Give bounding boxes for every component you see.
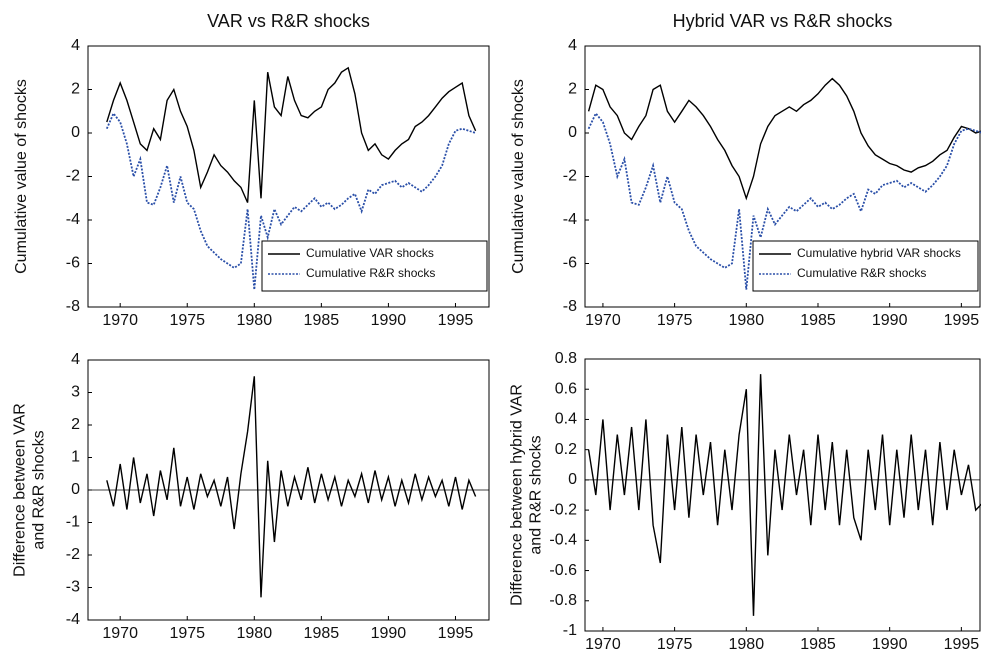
y-tick-label: 0 (568, 124, 577, 141)
y-axis-label: and R&R shocks (31, 430, 48, 549)
legend-box (752, 240, 979, 292)
y-tick-label: -0.2 (549, 501, 577, 518)
x-tick-label: 1980 (237, 312, 273, 329)
x-tick-label: 1990 (872, 636, 908, 649)
legend-box (261, 240, 488, 292)
y-axis-label: Cumulative value of shocks (510, 79, 527, 274)
x-tick-label: 1995 (944, 312, 980, 329)
y-tick-label: -1 (563, 622, 577, 639)
x-tick-label: 1990 (872, 312, 908, 329)
x-tick-label: 1970 (585, 312, 621, 329)
y-tick-label: 3 (71, 384, 80, 401)
y-tick-label: 0 (71, 124, 80, 141)
y-tick-label: 0.2 (555, 441, 577, 458)
y-tick-label: 4 (71, 351, 80, 368)
y-tick-label: -6 (563, 255, 577, 272)
y-axis-label: Difference between hybrid VAR (509, 384, 526, 606)
y-tick-label: -3 (66, 579, 80, 596)
chart-title: VAR vs R&R shocks (207, 11, 370, 31)
x-tick-label: 1990 (371, 625, 407, 642)
x-tick-label: 1995 (944, 636, 980, 649)
x-tick-label: 1995 (438, 312, 474, 329)
legend-label: Cumulative R&R shocks (797, 266, 926, 280)
x-tick-label: 1980 (729, 636, 765, 649)
x-tick-label: 1980 (729, 312, 765, 329)
x-tick-label: 1985 (800, 312, 836, 329)
data-line (587, 77, 981, 201)
data-line (106, 376, 477, 598)
y-tick-label: -0.8 (549, 592, 577, 609)
legend-label: Cumulative R&R shocks (306, 266, 435, 280)
chart-title: Hybrid VAR vs R&R shocks (673, 11, 893, 31)
x-tick-label: 1970 (102, 312, 138, 329)
x-tick-label: 1970 (585, 636, 621, 649)
y-tick-label: -4 (66, 211, 80, 228)
y-axis-label: Difference between VAR (12, 403, 29, 577)
data-line (106, 66, 477, 203)
y-tick-label: -2 (563, 168, 577, 185)
x-tick-label: 1970 (102, 625, 138, 642)
y-tick-label: -6 (66, 255, 80, 272)
y-tick-label: -0.6 (549, 562, 577, 579)
x-tick-label: 1975 (657, 636, 693, 649)
data-line (105, 111, 476, 290)
y-tick-label: 0.4 (555, 411, 577, 428)
y-tick-label: -0.4 (549, 532, 577, 549)
y-axis-label: and R&R shocks (528, 435, 545, 554)
data-line (587, 111, 981, 290)
y-tick-label: 0.8 (555, 350, 577, 367)
y-tick-label: 0 (71, 481, 80, 498)
y-tick-label: 2 (71, 81, 80, 98)
y-tick-label: 2 (71, 416, 80, 433)
x-tick-label: 1985 (800, 636, 836, 649)
y-tick-label: -8 (563, 298, 577, 315)
legend-label: Cumulative hybrid VAR shocks (797, 246, 961, 260)
y-tick-label: 2 (568, 81, 577, 98)
x-tick-label: 1975 (657, 312, 693, 329)
y-tick-label: 1 (71, 449, 80, 466)
x-tick-label: 1975 (169, 312, 205, 329)
y-tick-label: 4 (568, 37, 577, 54)
y-tick-label: -4 (563, 211, 577, 228)
y-tick-label: -1 (66, 514, 80, 531)
x-tick-label: 1980 (237, 625, 273, 642)
legend-label: Cumulative VAR shocks (306, 246, 434, 260)
x-tick-label: 1975 (169, 625, 205, 642)
plot-frame (584, 358, 981, 632)
y-tick-label: -2 (66, 168, 80, 185)
x-tick-label: 1990 (371, 312, 407, 329)
y-tick-label: -4 (66, 611, 80, 628)
y-tick-label: 0.6 (555, 380, 577, 397)
y-tick-label: -8 (66, 298, 80, 315)
y-tick-label: 0 (568, 471, 577, 488)
y-axis-label: Cumulative value of shocks (13, 79, 30, 274)
x-tick-label: 1985 (304, 625, 340, 642)
x-tick-label: 1985 (304, 312, 340, 329)
y-tick-label: -2 (66, 546, 80, 563)
data-line (587, 374, 981, 616)
y-tick-label: 4 (71, 37, 80, 54)
x-tick-label: 1995 (438, 625, 474, 642)
